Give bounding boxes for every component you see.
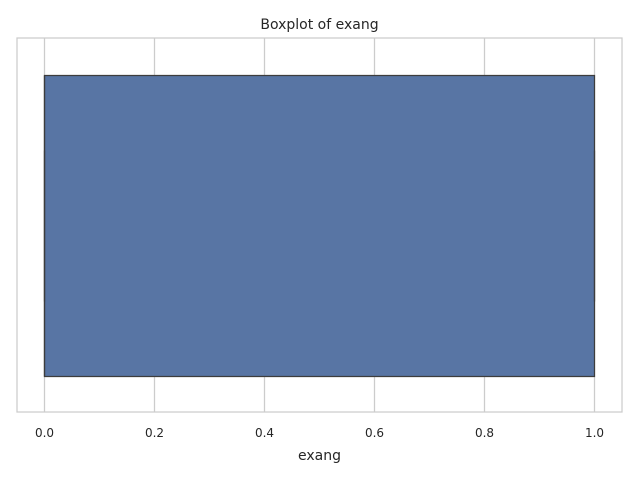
x-tick-label: 0.8 [475, 426, 494, 440]
x-tick-label: 0.0 [35, 426, 54, 440]
axes-frame [16, 37, 623, 413]
box-layer [43, 74, 596, 378]
box-iqr [43, 74, 596, 378]
x-tick-label: 0.6 [365, 426, 384, 440]
x-tick-label: 1.0 [585, 426, 604, 440]
x-tick-label: 0.4 [255, 426, 274, 440]
x-axis-label: exang [298, 448, 341, 464]
x-tick-label: 0.2 [145, 426, 164, 440]
chart-title: Boxplot of exang [260, 17, 378, 33]
tick-layer: 0.0 0.2 0.4 0.6 0.8 1.0 [35, 426, 604, 440]
